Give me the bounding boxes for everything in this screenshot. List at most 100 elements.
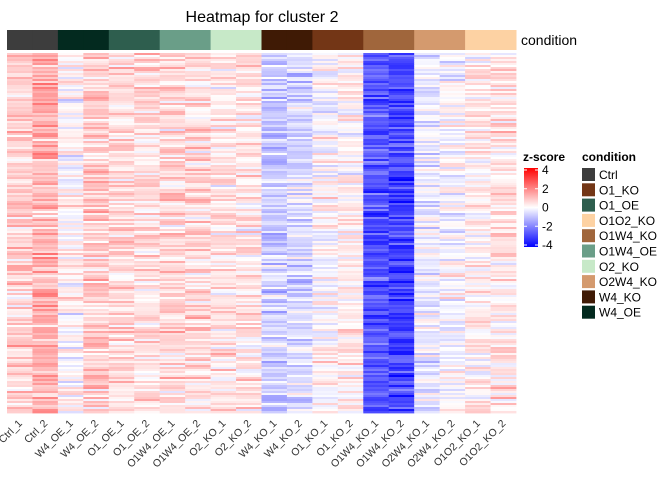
heatmap-cell [312, 261, 339, 264]
heatmap-cell [108, 227, 135, 230]
heatmap-cell [32, 231, 59, 234]
heatmap-cell [159, 391, 186, 394]
heatmap-cell [134, 385, 161, 388]
heatmap-cell [465, 137, 491, 140]
heatmap-cell [134, 209, 161, 212]
heatmap-cell [32, 357, 59, 360]
heatmap-cell [286, 287, 313, 290]
heatmap-cell [363, 81, 390, 84]
heatmap-cell [363, 253, 390, 256]
heatmap-cell [465, 107, 491, 110]
heatmap-cell [210, 379, 237, 382]
heatmap-cell [7, 241, 33, 244]
heatmap-cell [83, 131, 110, 134]
heatmap-cell [108, 387, 135, 390]
heatmap-cell [83, 361, 110, 364]
heatmap-cell [261, 93, 288, 96]
heatmap-cell [312, 397, 339, 400]
heatmap-cell [388, 171, 415, 174]
heatmap-cell [414, 83, 441, 86]
heatmap-cell [312, 109, 339, 112]
heatmap-cell [286, 189, 313, 192]
heatmap-cell [465, 69, 491, 72]
heatmap-cell [490, 251, 517, 254]
heatmap-cell [134, 121, 161, 124]
heatmap-cell [134, 75, 161, 78]
heatmap-cell [57, 321, 84, 324]
heatmap-cell [337, 79, 364, 82]
heatmap-cell [83, 373, 110, 376]
heatmap-cell [490, 97, 517, 100]
heatmap-cell [312, 81, 339, 84]
heatmap-cell [388, 199, 415, 202]
heatmap-cell [261, 191, 288, 194]
heatmap-cell [108, 309, 135, 312]
heatmap-cell [108, 315, 135, 318]
heatmap-cell [465, 175, 491, 178]
heatmap-cell [261, 159, 288, 162]
heatmap-cell [134, 365, 161, 368]
annotation-cell [414, 30, 441, 50]
heatmap-cell [236, 293, 262, 296]
heatmap-cell [388, 411, 415, 414]
heatmap-cell [32, 77, 59, 80]
heatmap-cell [337, 189, 364, 192]
heatmap-cell [490, 273, 517, 276]
heatmap-cell [439, 209, 466, 212]
heatmap-cell [159, 361, 186, 364]
heatmap-cell [7, 71, 33, 74]
heatmap-cell [7, 53, 33, 56]
heatmap-cell [465, 141, 491, 144]
heatmap-cell [261, 61, 288, 64]
heatmap-cell [439, 139, 466, 142]
heatmap-cell [236, 275, 262, 278]
heatmap-cell [236, 371, 262, 374]
heatmap-cell [312, 303, 339, 306]
heatmap-cell [465, 357, 491, 360]
heatmap-cell [134, 227, 161, 230]
heatmap-cell [83, 111, 110, 114]
heatmap-cell [312, 211, 339, 214]
heatmap-cell [83, 157, 110, 160]
heatmap-cell [134, 345, 161, 348]
heatmap-cell [236, 231, 262, 234]
heatmap-cell [465, 331, 491, 334]
heatmap-cell [159, 171, 186, 174]
heatmap-cell [439, 301, 466, 304]
heatmap-cell [185, 257, 211, 260]
heatmap-cell [7, 357, 33, 360]
heatmap-cell [185, 201, 211, 204]
heatmap-cell [83, 139, 110, 142]
heatmap-cell [337, 95, 364, 98]
heatmap-cell [108, 295, 135, 298]
heatmap-cell [108, 95, 135, 98]
heatmap-cell [236, 167, 262, 170]
heatmap-cell [363, 307, 390, 310]
heatmap-cell [261, 359, 288, 362]
heatmap-cell [210, 391, 237, 394]
heatmap-cell [236, 279, 262, 282]
heatmap-cell [83, 179, 110, 182]
heatmap-cell [439, 343, 466, 346]
heatmap-cell [7, 401, 33, 404]
heatmap-cell [159, 77, 186, 80]
heatmap-cell [185, 243, 211, 246]
heatmap-cell [337, 149, 364, 152]
heatmap-cell [286, 125, 313, 128]
heatmap-cell [108, 133, 135, 136]
heatmap-cell [83, 327, 110, 330]
heatmap-cell [363, 119, 390, 122]
heatmap-cell [57, 97, 84, 100]
heatmap-cell [312, 225, 339, 228]
heatmap-cell [363, 273, 390, 276]
heatmap-cell [185, 405, 211, 408]
heatmap-cell [490, 195, 517, 198]
heatmap-cell [236, 301, 262, 304]
heatmap-cell [108, 121, 135, 124]
heatmap-cell [7, 291, 33, 294]
heatmap-cell [7, 411, 33, 414]
heatmap-cell [363, 93, 390, 96]
heatmap-cell [32, 359, 59, 362]
heatmap-cell [286, 217, 313, 220]
heatmap-cell [236, 221, 262, 224]
